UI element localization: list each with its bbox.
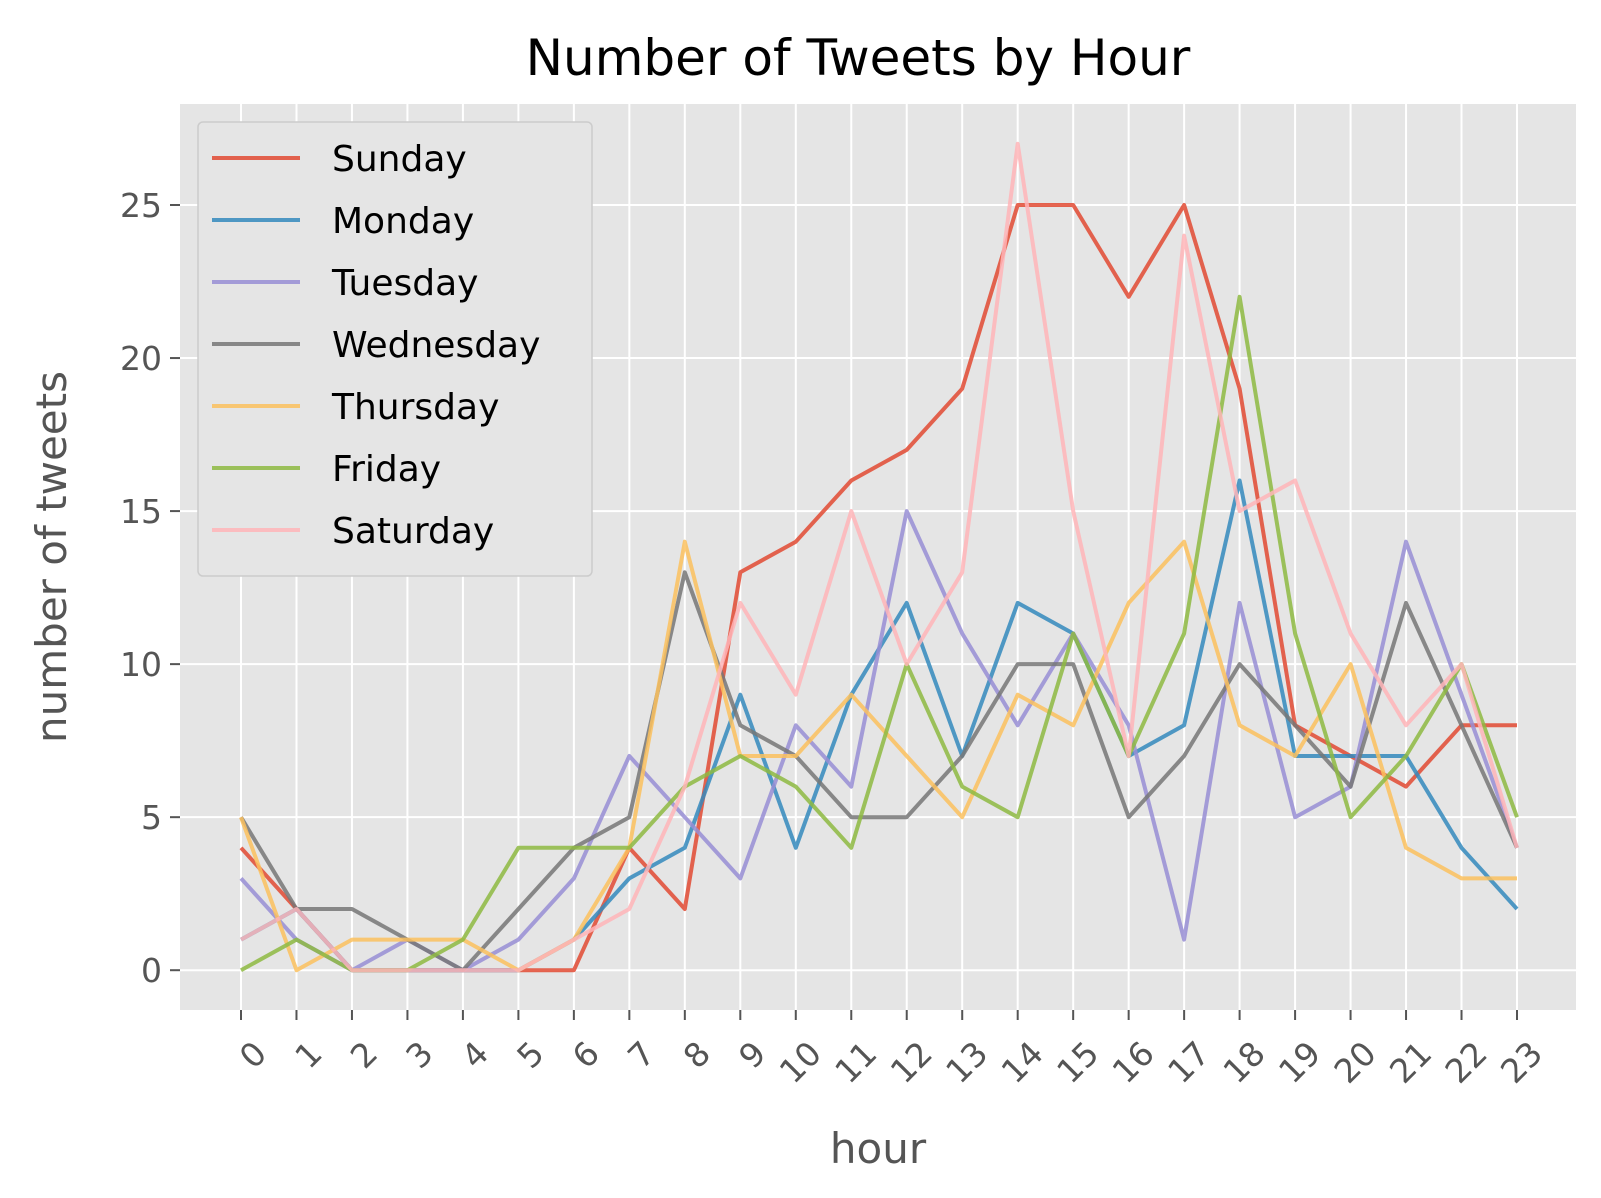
x-tick-label: 19 [1271, 1034, 1328, 1091]
x-tick-label: 3 [398, 1034, 440, 1076]
legend-label-saturday: Saturday [332, 511, 494, 552]
x-axis-label: hour [830, 1124, 927, 1173]
x-tick-label: 15 [1049, 1034, 1106, 1091]
y-axis-ticks: 0 5 10 15 20 25 [120, 186, 180, 990]
y-tick-label: 25 [120, 186, 162, 225]
x-tick-label: 22 [1437, 1034, 1494, 1091]
series-line-wednesday [239, 570, 1519, 973]
x-tick-label: 13 [938, 1034, 995, 1091]
x-tick-label: 1 [287, 1034, 329, 1076]
x-tick-label: 4 [454, 1034, 496, 1076]
chart-title: Number of Tweets by Hour [526, 29, 1191, 87]
legend: Sunday Monday Tuesday Wednesday Thursday Frid… [197, 121, 593, 577]
legend-label-sunday: Sunday [332, 139, 467, 180]
x-tick-label: 12 [883, 1034, 940, 1091]
x-tick-label: 14 [994, 1034, 1051, 1091]
x-tick-label: 10 [772, 1034, 829, 1091]
x-tick-label: 8 [676, 1034, 718, 1076]
x-tick-label: 7 [620, 1034, 662, 1076]
y-tick-label: 15 [120, 492, 162, 531]
x-tick-label: 0 [232, 1034, 274, 1076]
y-tick-label: 0 [141, 951, 162, 990]
y-tick-label: 5 [141, 798, 162, 837]
x-tick-label: 6 [565, 1034, 607, 1076]
x-tick-label: 21 [1382, 1034, 1439, 1091]
x-tick-label: 17 [1160, 1034, 1217, 1091]
x-tick-label: 9 [731, 1034, 773, 1076]
x-tick-label: 2 [343, 1034, 385, 1076]
y-axis-label: number of tweets [27, 371, 76, 743]
y-tick-label: 10 [120, 645, 162, 684]
series-line-friday [240, 294, 1519, 973]
legend-label-thursday: Thursday [331, 387, 499, 428]
legend-label-wednesday: Wednesday [332, 325, 540, 366]
x-tick-label: 23 [1493, 1034, 1550, 1091]
x-tick-label: 5 [509, 1034, 551, 1076]
x-tick-label: 11 [827, 1034, 884, 1091]
legend-box [197, 121, 593, 577]
x-tick-label: 18 [1216, 1034, 1273, 1091]
y-tick-label: 20 [120, 339, 162, 378]
x-tick-label: 16 [1105, 1034, 1162, 1091]
legend-label-tuesday: Tuesday [331, 263, 478, 304]
series-line-thursday [239, 539, 1517, 973]
series-lines [239, 141, 1519, 973]
x-tick-label: 20 [1326, 1034, 1383, 1091]
legend-label-monday: Monday [332, 201, 474, 242]
series-line-saturday [240, 141, 1519, 973]
legend-label-friday: Friday [332, 449, 441, 490]
